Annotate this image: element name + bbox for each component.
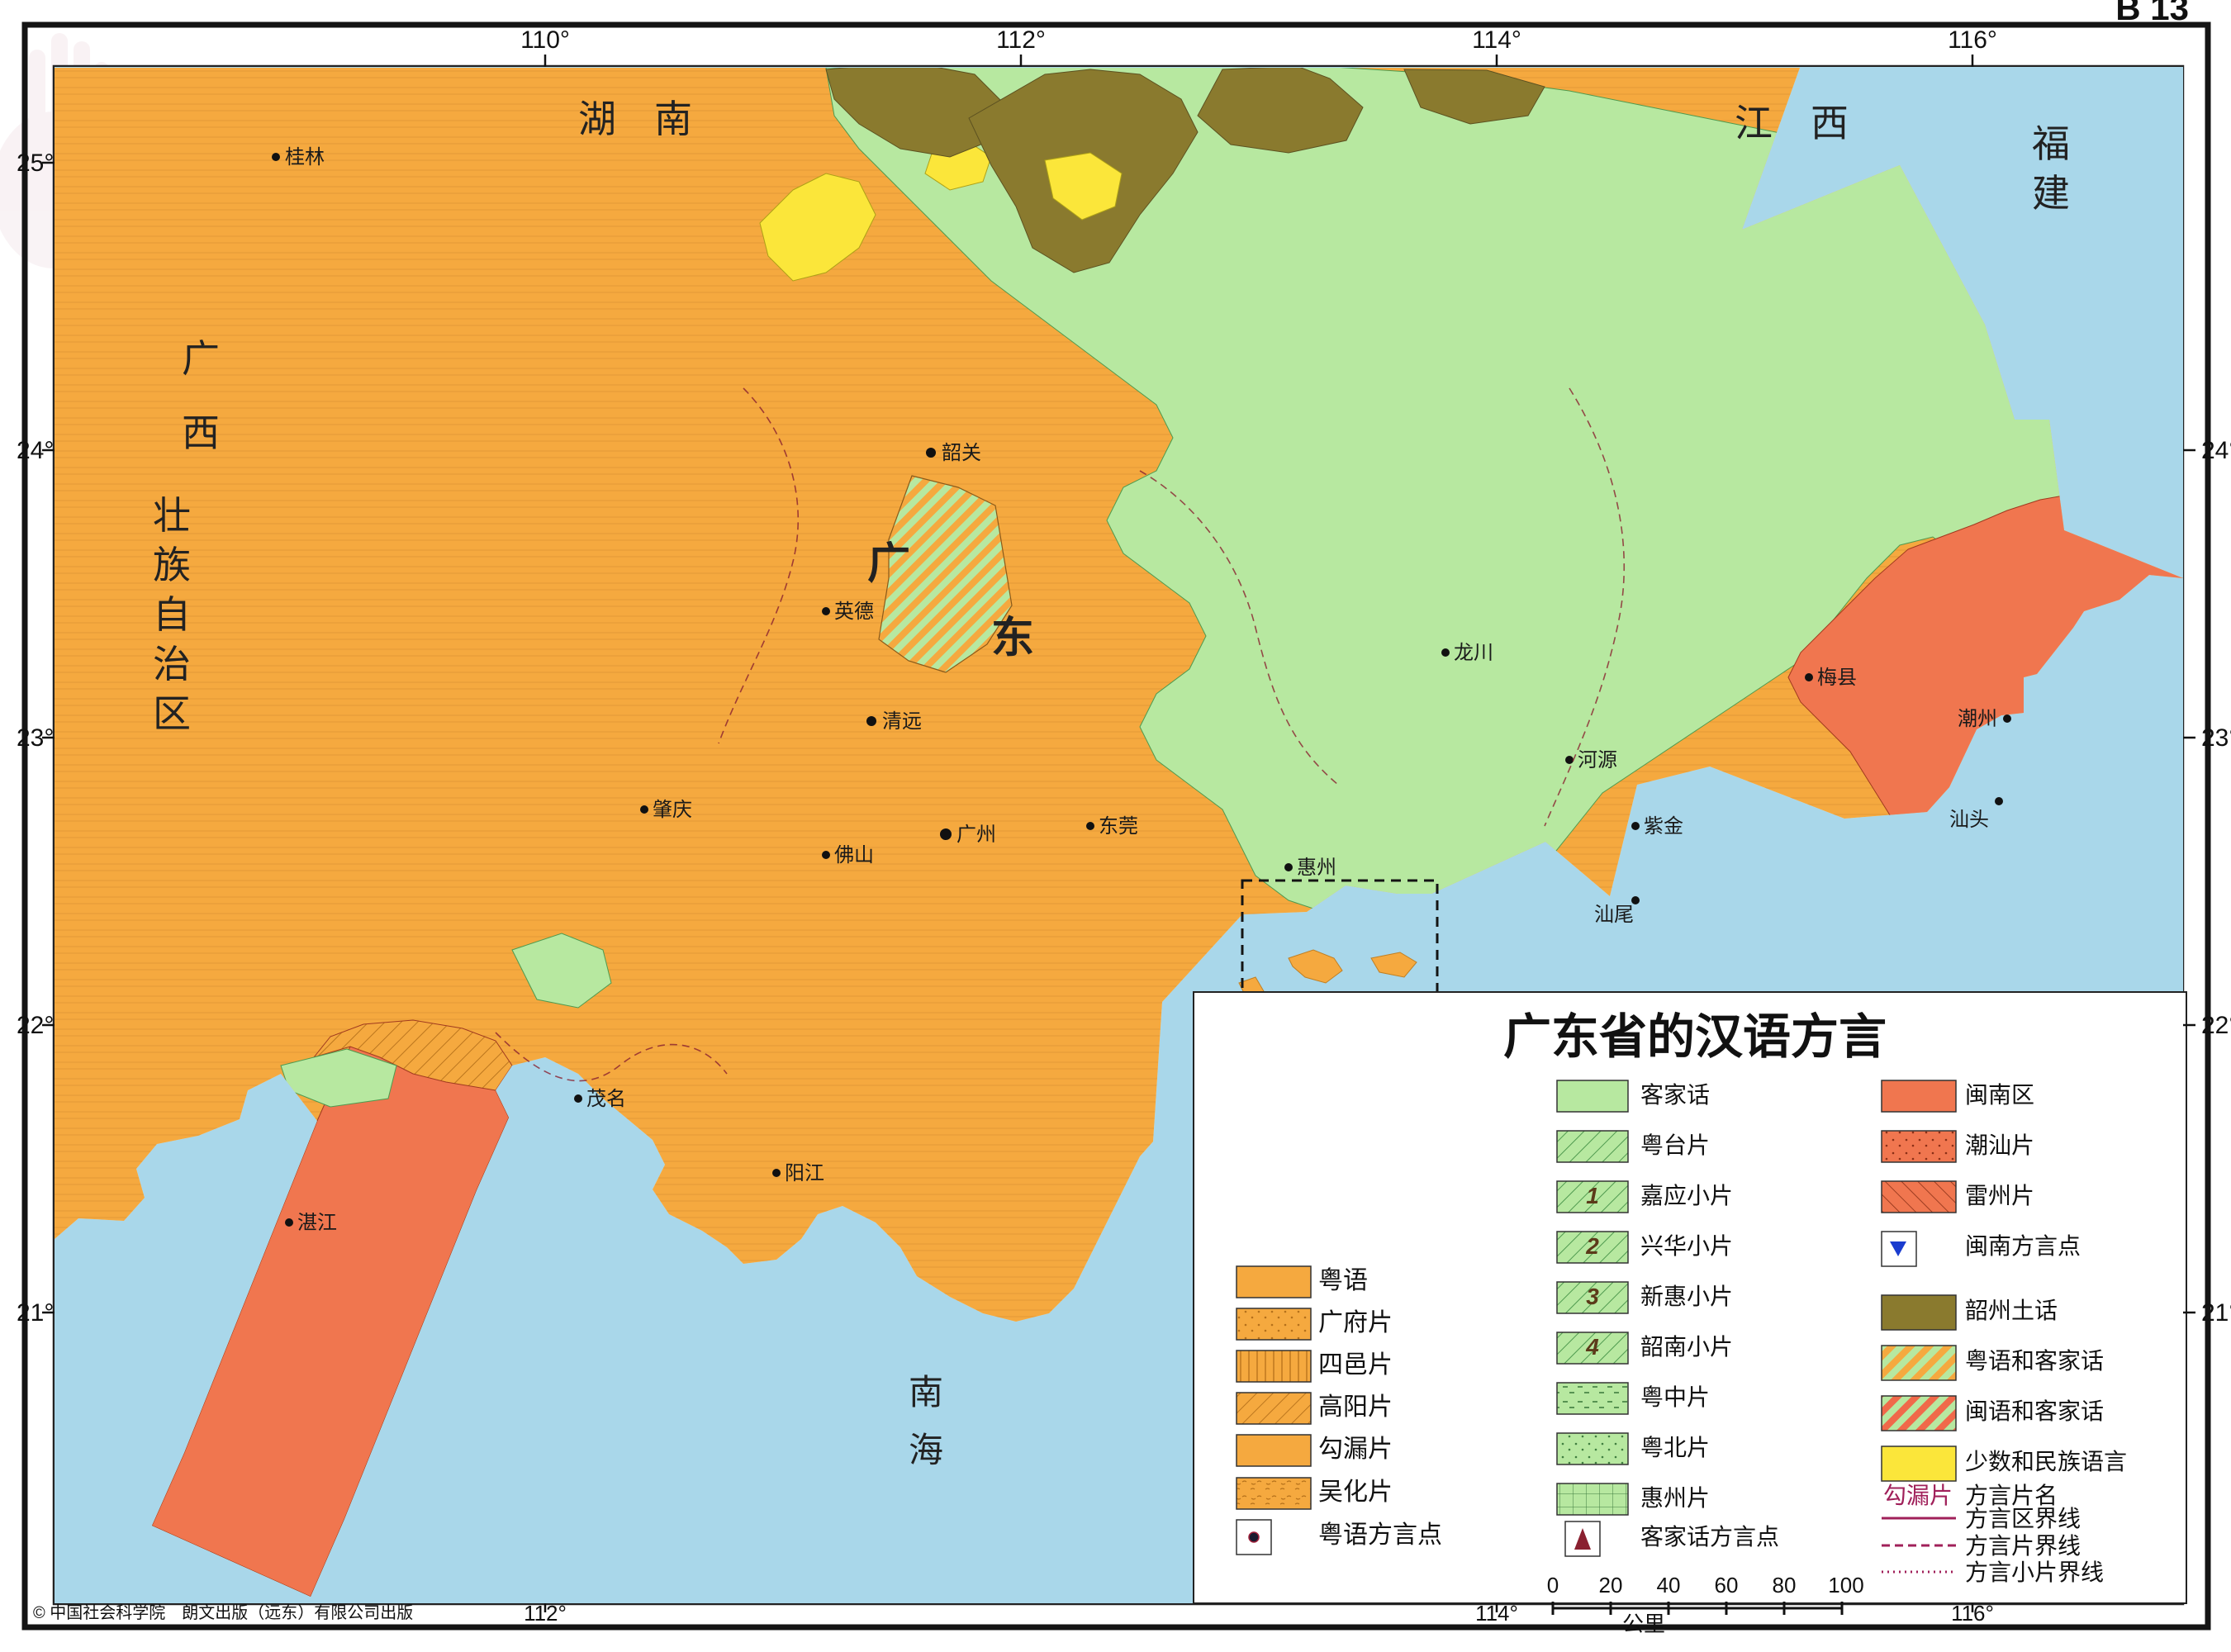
svg-text:四邑片: 四邑片 bbox=[1318, 1351, 1393, 1379]
svg-text:100: 100 bbox=[1828, 1573, 1863, 1597]
svg-text:清远: 清远 bbox=[882, 710, 922, 733]
svg-text:25°: 25° bbox=[17, 150, 54, 177]
svg-text:潮汕片: 潮汕片 bbox=[1965, 1132, 2034, 1158]
svg-text:英德: 英德 bbox=[834, 601, 874, 623]
svg-text:福: 福 bbox=[2032, 122, 2070, 165]
svg-text:闽南方言点: 闽南方言点 bbox=[1965, 1233, 2081, 1259]
svg-text:公里: 公里 bbox=[1622, 1612, 1665, 1636]
svg-text:茂名: 茂名 bbox=[586, 1088, 626, 1110]
svg-text:阳江: 阳江 bbox=[785, 1162, 824, 1184]
svg-text:23°: 23° bbox=[2201, 724, 2231, 752]
svg-text:东: 东 bbox=[991, 615, 1034, 662]
svg-text:吴化片: 吴化片 bbox=[1318, 1479, 1393, 1506]
svg-text:桂林: 桂林 bbox=[285, 146, 325, 169]
svg-text:40: 40 bbox=[1657, 1573, 1681, 1597]
svg-text:粤语方言点: 粤语方言点 bbox=[1318, 1521, 1442, 1549]
svg-text:少数和民族语言: 少数和民族语言 bbox=[1965, 1449, 2127, 1474]
svg-text:雷州片: 雷州片 bbox=[1965, 1183, 2034, 1208]
svg-text:广府片: 广府片 bbox=[1318, 1309, 1393, 1336]
svg-text:粤中片: 粤中片 bbox=[1640, 1384, 1710, 1410]
svg-text:广州: 广州 bbox=[956, 824, 996, 846]
svg-text:勾漏片: 勾漏片 bbox=[1883, 1483, 1953, 1508]
svg-text:韶州土话: 韶州土话 bbox=[1965, 1298, 2058, 1323]
svg-text:闽南区: 闽南区 bbox=[1965, 1082, 2034, 1108]
svg-text:勾漏片: 勾漏片 bbox=[1318, 1436, 1393, 1463]
svg-text:1: 1 bbox=[1586, 1183, 1599, 1208]
svg-text:方言片界线: 方言片界线 bbox=[1965, 1533, 2081, 1559]
svg-text:区: 区 bbox=[153, 692, 191, 735]
svg-text:110°: 110° bbox=[520, 26, 570, 54]
svg-text:江 西: 江 西 bbox=[1735, 102, 1849, 145]
svg-text:河源: 河源 bbox=[1578, 749, 1617, 771]
svg-text:0: 0 bbox=[1547, 1573, 1559, 1597]
svg-text:龙川: 龙川 bbox=[1454, 642, 1493, 664]
svg-text:112°: 112° bbox=[996, 26, 1046, 54]
svg-text:西: 西 bbox=[182, 411, 220, 454]
svg-text:建: 建 bbox=[2032, 172, 2070, 215]
svg-text:116°: 116° bbox=[1951, 1601, 1994, 1626]
svg-text:方言小片界线: 方言小片界线 bbox=[1965, 1559, 2104, 1585]
svg-text:3: 3 bbox=[1586, 1284, 1599, 1309]
svg-text:紫金: 紫金 bbox=[1644, 815, 1683, 838]
svg-text:梅县: 梅县 bbox=[1817, 667, 1857, 689]
svg-text:广东省的汉语方言: 广东省的汉语方言 bbox=[1503, 1010, 1887, 1064]
svg-text:兴华小片: 兴华小片 bbox=[1640, 1233, 1733, 1259]
svg-text:23°: 23° bbox=[17, 724, 54, 752]
svg-text:客家话: 客家话 bbox=[1640, 1082, 1710, 1108]
svg-text:116°: 116° bbox=[1948, 26, 1997, 54]
svg-text:海: 海 bbox=[909, 1431, 943, 1469]
svg-text:2: 2 bbox=[1585, 1233, 1599, 1259]
svg-text:B 13: B 13 bbox=[2115, 0, 2189, 27]
svg-text:闽语和客家话: 闽语和客家话 bbox=[1965, 1398, 2104, 1424]
svg-text:112°: 112° bbox=[524, 1601, 567, 1626]
svg-text:自: 自 bbox=[153, 593, 191, 636]
svg-text:肇庆: 肇庆 bbox=[653, 799, 692, 821]
svg-text:韶南小片: 韶南小片 bbox=[1640, 1334, 1733, 1360]
svg-text:22°: 22° bbox=[17, 1012, 54, 1039]
svg-text:韶关: 韶关 bbox=[942, 442, 981, 464]
svg-text:粤语和客家话: 粤语和客家话 bbox=[1965, 1348, 2104, 1374]
svg-text:21°: 21° bbox=[17, 1299, 54, 1327]
svg-text:汕尾: 汕尾 bbox=[1594, 904, 1634, 926]
svg-text:60: 60 bbox=[1715, 1573, 1739, 1597]
svg-text:方言区界线: 方言区界线 bbox=[1965, 1506, 2081, 1531]
svg-text:嘉应小片: 嘉应小片 bbox=[1640, 1183, 1733, 1208]
svg-text:客家话方言点: 客家话方言点 bbox=[1640, 1524, 1779, 1550]
svg-text:壮: 壮 bbox=[153, 494, 191, 537]
svg-text:24°: 24° bbox=[17, 437, 54, 464]
svg-text:114°: 114° bbox=[1475, 1601, 1518, 1626]
svg-text:族: 族 bbox=[153, 544, 191, 586]
svg-text:广: 广 bbox=[867, 540, 910, 588]
svg-text:湖 南: 湖 南 bbox=[578, 97, 692, 140]
svg-text:粤语: 粤语 bbox=[1318, 1267, 1368, 1294]
svg-text:方言片名: 方言片名 bbox=[1965, 1483, 2058, 1508]
svg-text:80: 80 bbox=[1773, 1573, 1797, 1597]
svg-text:高阳片: 高阳片 bbox=[1318, 1393, 1393, 1421]
svg-text:惠州: 惠州 bbox=[1297, 857, 1336, 879]
svg-text:汕头: 汕头 bbox=[1949, 809, 1989, 831]
svg-text:广: 广 bbox=[182, 337, 220, 380]
svg-text:新惠小片: 新惠小片 bbox=[1640, 1284, 1733, 1309]
svg-text:南: 南 bbox=[909, 1373, 943, 1412]
svg-text:21°: 21° bbox=[2201, 1299, 2231, 1327]
svg-text:22°: 22° bbox=[2201, 1012, 2231, 1039]
svg-text:粤北片: 粤北片 bbox=[1640, 1435, 1710, 1460]
svg-text:24°: 24° bbox=[2201, 437, 2231, 464]
svg-text:东莞: 东莞 bbox=[1099, 815, 1138, 838]
svg-text:潮州: 潮州 bbox=[1958, 708, 1997, 730]
svg-text:治: 治 bbox=[153, 643, 191, 686]
svg-text:114°: 114° bbox=[1472, 26, 1521, 54]
svg-text:20: 20 bbox=[1599, 1573, 1623, 1597]
svg-text:佛山: 佛山 bbox=[834, 844, 874, 866]
svg-text:湛江: 湛江 bbox=[297, 1212, 337, 1234]
svg-text:粤台片: 粤台片 bbox=[1640, 1132, 1710, 1158]
svg-text:惠州片: 惠州片 bbox=[1640, 1485, 1710, 1511]
svg-text:© 中国社会科学院 朗文出版（远东）有限公司出版: © 中国社会科学院 朗文出版（远东）有限公司出版 bbox=[33, 1603, 413, 1622]
svg-text:4: 4 bbox=[1585, 1334, 1599, 1360]
